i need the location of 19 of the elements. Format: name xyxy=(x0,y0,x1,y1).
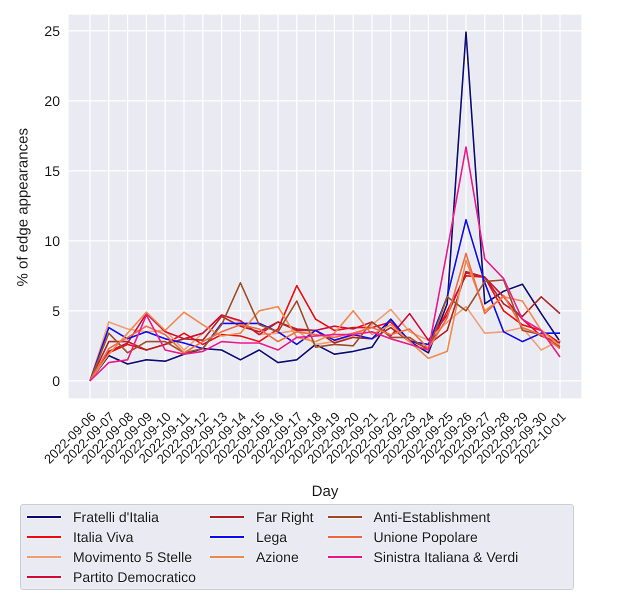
legend-label: Sinistra Italiana & Verdi xyxy=(374,549,518,565)
y-tick-label: 25 xyxy=(44,22,60,39)
y-tick-label: 5 xyxy=(52,302,60,319)
legend-label: Lega xyxy=(256,529,288,545)
legend-label: Fratelli d'Italia xyxy=(73,509,159,525)
legend-label: Partito Democratico xyxy=(73,569,196,585)
y-tick-label: 10 xyxy=(44,232,60,249)
legend-label: Far Right xyxy=(256,509,314,525)
legend-label: Unione Popolare xyxy=(374,529,478,545)
legend-label: Azione xyxy=(256,549,299,565)
x-axis-title: Day xyxy=(312,483,339,500)
legend-label: Italia Viva xyxy=(73,529,134,545)
y-tick-label: 0 xyxy=(52,372,60,389)
legend-label: Movimento 5 Stelle xyxy=(73,549,192,565)
y-tick-label: 20 xyxy=(44,92,60,109)
line-series xyxy=(89,146,561,382)
y-axis-title: % of edge appearances xyxy=(14,128,32,286)
y-tick-label: 15 xyxy=(44,162,60,179)
legend-label: Anti-Establishment xyxy=(374,509,490,525)
